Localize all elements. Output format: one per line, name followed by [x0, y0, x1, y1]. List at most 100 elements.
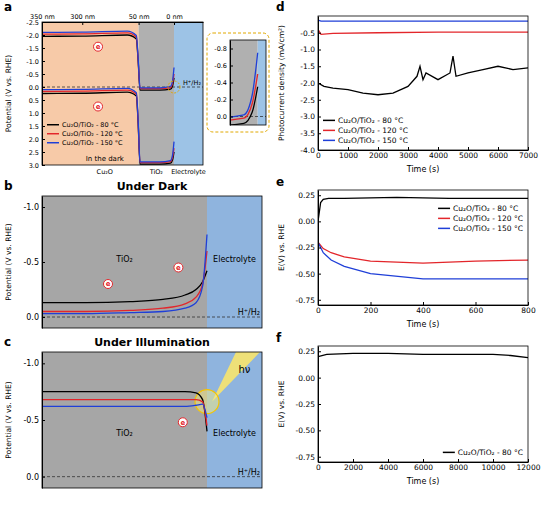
- tick-mark: [42, 262, 45, 263]
- region: [139, 22, 174, 165]
- tick-label: 6000: [489, 151, 508, 160]
- y-axis-title: Potential (V vs. RHE): [4, 223, 13, 300]
- legend-label: Cu₂O/TiO₂ - 150 °C: [62, 139, 123, 147]
- inset-y-axis: -0.8-0.6-0.4-0.20.0: [214, 41, 233, 126]
- tick-label: -0.50: [296, 270, 316, 279]
- electron-marker: [178, 418, 187, 427]
- plot-frame: [318, 16, 528, 150]
- plot-frame: [42, 196, 262, 328]
- data-line: [42, 90, 174, 163]
- tick: 0.0: [29, 84, 45, 92]
- tick: 0: [316, 459, 321, 472]
- data-line: [42, 271, 207, 303]
- tick: 8000: [449, 459, 468, 472]
- region-label: Electrolyte: [213, 429, 256, 438]
- tick-label: -0.8: [214, 45, 227, 53]
- inset-frame: [230, 40, 266, 125]
- tick-mark: [318, 221, 321, 222]
- legend-item: Cu₂O/TiO₂ - 80 °C: [443, 448, 523, 457]
- tick-mark: [42, 152, 45, 153]
- tick: 2000: [369, 147, 388, 160]
- y-axis-title: Photocurrent density (mA/cm²): [277, 25, 286, 141]
- tick-mark: [423, 459, 424, 462]
- legend-label: Cu₂O/TiO₂ - 80 °C: [458, 448, 523, 457]
- legend-swatch: [438, 228, 450, 230]
- data-line: [42, 92, 174, 164]
- tick-label: -2.0: [26, 32, 39, 40]
- tick: -0.4: [214, 79, 233, 87]
- legend-label: Cu₂O/TiO₂ - 80 °C: [453, 204, 518, 213]
- tick: 2.5: [29, 149, 45, 157]
- tick-label: 0: [316, 151, 321, 160]
- tick-label: 800: [521, 306, 536, 315]
- plot-frame: [318, 190, 528, 305]
- tick-mark: [230, 66, 233, 67]
- tick-mark: [318, 351, 321, 352]
- tick: -0.25: [296, 243, 321, 252]
- x-axis: 0200400600800: [316, 302, 536, 315]
- tick-mark: [318, 457, 321, 458]
- legend-label: Cu₂O/TiO₂ - 150 °C: [453, 224, 523, 233]
- tick: -0.6: [214, 62, 233, 70]
- tick-mark: [230, 49, 233, 50]
- x-axis: 350 nm300 nm50 nm0 nm: [30, 13, 203, 25]
- region: [42, 196, 207, 328]
- data-line: [42, 235, 207, 314]
- tick-mark: [528, 302, 529, 305]
- panel: -2.5-2.0-1.5-1.0-0.50.00.51.01.52.02.53.…: [4, 0, 206, 176]
- data-line: [42, 392, 207, 432]
- tick: 0.00: [298, 217, 321, 226]
- tick-label: -1.0: [23, 359, 39, 368]
- panel-letter: b: [4, 179, 13, 193]
- legend-swatch: [47, 124, 59, 126]
- tick: -0.5: [26, 71, 45, 79]
- tick-label: -0.5: [23, 416, 39, 425]
- legend-item: Cu₂O/TiO₂ - 80 °C: [323, 116, 403, 125]
- legend-item: Cu₂O/TiO₂ - 120 °C: [323, 126, 408, 135]
- tick-label: 0.5: [29, 97, 39, 105]
- reference-label: H⁺/H₂: [238, 308, 260, 317]
- reference-line: [42, 476, 262, 477]
- region-label: Electrolyte: [171, 168, 206, 176]
- tick: 5000: [459, 147, 478, 160]
- tick: 1.0: [29, 110, 45, 118]
- tick: -2.5: [300, 96, 321, 105]
- data-line: [318, 20, 528, 21]
- tick-label: -0.50: [296, 426, 316, 435]
- tick-mark: [318, 66, 321, 67]
- reference-label: H⁺/H₂: [238, 468, 260, 477]
- tick-label: -0.2: [214, 96, 227, 104]
- data-line: [230, 40, 258, 122]
- region: [42, 352, 207, 488]
- panel-title: Under Illumination: [94, 336, 210, 349]
- legend: Cu₂O/TiO₂ - 80 °CCu₂O/TiO₂ - 120 °CCu₂O/…: [438, 204, 523, 233]
- tick-label: 0.00: [298, 217, 315, 226]
- tick-mark: [230, 100, 233, 101]
- tick-mark: [318, 100, 321, 101]
- y-axis-title: E(V) vs. RHE: [277, 224, 286, 271]
- tick: 600: [469, 302, 484, 315]
- tick-label: -0.5: [26, 71, 39, 79]
- data-line: [42, 400, 207, 426]
- tick-label: 50 nm: [129, 13, 150, 21]
- tick-mark: [438, 147, 439, 150]
- tick: 0.25: [298, 191, 321, 200]
- tick: -0.2: [214, 96, 233, 104]
- tick: 4000: [379, 459, 398, 472]
- tick: -0.5: [23, 258, 45, 267]
- region-label: Electrolyte: [213, 255, 256, 264]
- figure: -2.5-2.0-1.5-1.0-0.50.00.51.01.52.02.53.…: [0, 0, 546, 505]
- tick: 2000: [344, 459, 363, 472]
- tick-mark: [528, 459, 529, 462]
- tick-label: 4000: [379, 463, 398, 472]
- tick-mark: [353, 459, 354, 462]
- tick-label: 10000: [482, 463, 506, 472]
- plot-area: [318, 20, 528, 95]
- legend-item: Cu₂O/TiO₂ - 80 °C: [47, 121, 119, 129]
- tick-mark: [139, 22, 140, 25]
- data-line: [42, 404, 207, 418]
- tick: 300 nm: [70, 13, 95, 25]
- tick-mark: [318, 50, 321, 51]
- tick: 3000: [399, 147, 418, 160]
- tick: -0.50: [296, 426, 321, 435]
